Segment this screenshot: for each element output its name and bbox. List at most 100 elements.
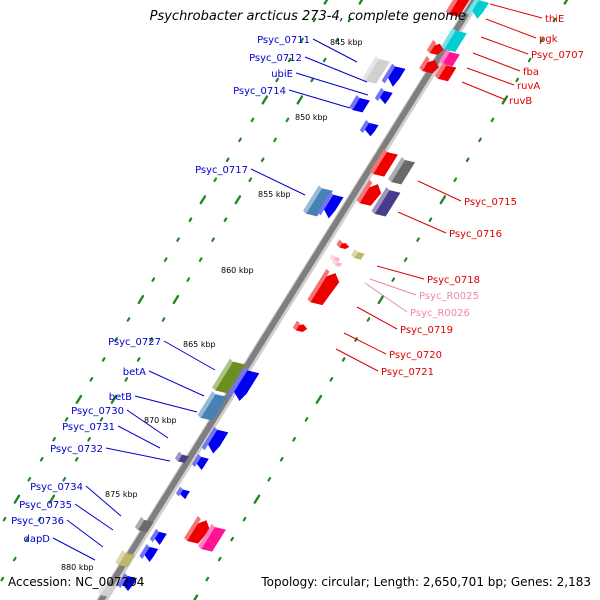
- right-gene-label[interactable]: Psyc_0720: [389, 350, 442, 361]
- right-gene-label[interactable]: Psyc_0721: [381, 367, 434, 378]
- left-gene-label[interactable]: betB: [109, 392, 132, 403]
- gene-Psyc_0716-body[interactable]: [374, 190, 401, 217]
- left-gene-label[interactable]: Psyc_0736: [11, 516, 64, 527]
- gene-Psyc_0714b[interactable]: [359, 119, 379, 137]
- gene-Psyc_0717b[interactable]: [317, 191, 344, 219]
- gene-lower-red[interactable]: [184, 515, 210, 544]
- left-gene-label[interactable]: betA: [123, 367, 146, 378]
- gene-Psyc_0715c[interactable]: [356, 179, 382, 206]
- gene-ruvA-body[interactable]: [442, 52, 460, 67]
- gene-Psyc_0731[interactable]: [191, 453, 209, 470]
- left-gene-label[interactable]: Psyc_0734: [30, 482, 83, 493]
- left-gene-label[interactable]: Psyc_0717: [195, 165, 248, 176]
- gene-pgk-b[interactable]: [441, 27, 467, 52]
- gene-lower-blue[interactable]: [117, 573, 138, 592]
- gene-Psyc_0711-body[interactable]: [365, 58, 390, 84]
- gene-Psyc_0715[interactable]: [370, 148, 398, 177]
- gene-Psyc_0719[interactable]: [307, 268, 340, 306]
- tick-dot: [552, 17, 557, 23]
- gene-Psyc_0730-body[interactable]: [206, 429, 229, 454]
- tick-dot: [366, 317, 371, 322]
- right-gene-label[interactable]: Psyc_0718: [427, 275, 480, 286]
- gene-pgk-b-body[interactable]: [444, 30, 467, 52]
- right-gene-label[interactable]: thiE: [545, 14, 564, 25]
- gene-Psyc_0736b[interactable]: [139, 544, 159, 562]
- gene-Psyc_0715c-body[interactable]: [359, 184, 382, 206]
- gene-Psyc_0711[interactable]: [362, 55, 390, 84]
- gene-thiE-body[interactable]: [448, 0, 470, 17]
- gene-Psyc_0715c-shade: [356, 179, 373, 204]
- gene-Psyc_R0026[interactable]: [331, 259, 343, 267]
- gene-Psyc_0714[interactable]: [349, 95, 370, 113]
- left-gene-label[interactable]: Psyc_0727: [108, 337, 161, 348]
- right-gene-label[interactable]: Psyc_0719: [400, 325, 453, 336]
- gene-fba[interactable]: [419, 56, 439, 74]
- gene-ubiE[interactable]: [374, 87, 393, 105]
- gene-lower-grey-body[interactable]: [100, 584, 116, 598]
- gene-Psyc_0715-body[interactable]: [373, 151, 398, 177]
- gene-betB[interactable]: [197, 391, 228, 421]
- gene-pgk[interactable]: [466, 0, 489, 19]
- right-gene-label[interactable]: Psyc_0716: [449, 229, 502, 240]
- gene-Psyc_0716[interactable]: [371, 187, 401, 217]
- gene-Psyc_0735[interactable]: [134, 516, 154, 533]
- gene-Psyc_0727-body[interactable]: [215, 361, 245, 394]
- right-gene-label[interactable]: Psyc_0707: [531, 50, 584, 61]
- right-gene-label[interactable]: Psyc_R0026: [410, 308, 470, 319]
- left-gene-label[interactable]: Psyc_0730: [71, 406, 124, 417]
- gene-Psyc_0714b-body[interactable]: [363, 122, 379, 137]
- gene-Psyc_0715b[interactable]: [388, 156, 416, 185]
- gene-Psyc_0718b[interactable]: [351, 249, 365, 260]
- gene-Psyc_0717-body[interactable]: [306, 188, 333, 217]
- gene-Psyc_0707[interactable]: [426, 39, 444, 55]
- gene-dapD-body[interactable]: [118, 553, 136, 568]
- gene-betA[interactable]: [227, 367, 260, 401]
- left-gene-label[interactable]: Psyc_0731: [62, 422, 115, 433]
- right-gene-label[interactable]: pgk: [539, 34, 558, 45]
- right-gene-label[interactable]: fba: [523, 67, 539, 78]
- gene-thiE[interactable]: [445, 0, 470, 17]
- gene-Psyc_0720[interactable]: [292, 320, 308, 332]
- gene-Psyc_0717b-body[interactable]: [322, 194, 344, 219]
- left-gene-label[interactable]: dapD: [23, 534, 50, 545]
- gene-lower-grey[interactable]: [97, 581, 116, 598]
- gene-Psyc_0714-body[interactable]: [352, 98, 370, 113]
- gene-Psyc_0732[interactable]: [174, 451, 189, 463]
- left-gene-label[interactable]: Psyc_0732: [50, 444, 103, 455]
- gene-Psyc_0715b-body[interactable]: [391, 159, 416, 185]
- gene-lower-pink[interactable]: [198, 523, 226, 552]
- gene-betA-body[interactable]: [232, 370, 260, 401]
- gene-dapD[interactable]: [115, 550, 136, 568]
- gene-Psyc_0734[interactable]: [175, 486, 190, 500]
- left-gene-label[interactable]: ubiE: [271, 69, 293, 80]
- gene-Psyc_0735-body[interactable]: [137, 519, 154, 533]
- gene-Psyc_0718-body[interactable]: [339, 243, 350, 249]
- gene-Psyc_0727[interactable]: [212, 358, 245, 394]
- gene-ruvB-body[interactable]: [437, 65, 457, 82]
- left-gene-label[interactable]: Psyc_0712: [249, 53, 302, 64]
- left-gene-label[interactable]: Psyc_0711: [257, 35, 310, 46]
- right-gene-label[interactable]: ruvB: [509, 96, 532, 107]
- left-gene-label[interactable]: Psyc_0714: [233, 86, 286, 97]
- right-gene-label[interactable]: Psyc_0715: [464, 197, 517, 208]
- gene-Psyc_0717[interactable]: [303, 185, 333, 217]
- left-gene-label[interactable]: Psyc_0735: [19, 500, 72, 511]
- gene-Psyc_0736[interactable]: [149, 528, 167, 545]
- gene-lower-pink-body[interactable]: [201, 526, 226, 552]
- gene-Psyc_0732-body[interactable]: [177, 454, 189, 463]
- gene-Psyc_0730[interactable]: [201, 426, 229, 454]
- gene-Psyc_0718[interactable]: [336, 239, 350, 249]
- right-gene-label[interactable]: Psyc_R0025: [419, 291, 479, 302]
- tick-dot: [304, 417, 309, 422]
- gene-Psyc_R0026-body[interactable]: [334, 262, 343, 267]
- tick-dot: [126, 317, 131, 322]
- gene-Psyc_0718b-body[interactable]: [354, 252, 365, 260]
- gene-Psyc_0719-body[interactable]: [310, 273, 340, 306]
- gene-Psyc_0720-body[interactable]: [295, 324, 308, 332]
- gene-lower-red-body[interactable]: [187, 520, 210, 544]
- gene-ruvA[interactable]: [439, 49, 460, 67]
- gene-Psyc_0712[interactable]: [381, 63, 406, 87]
- gene-betB-body[interactable]: [200, 394, 228, 421]
- gene-ruvB[interactable]: [434, 62, 457, 82]
- right-gene-label[interactable]: ruvA: [517, 81, 540, 92]
